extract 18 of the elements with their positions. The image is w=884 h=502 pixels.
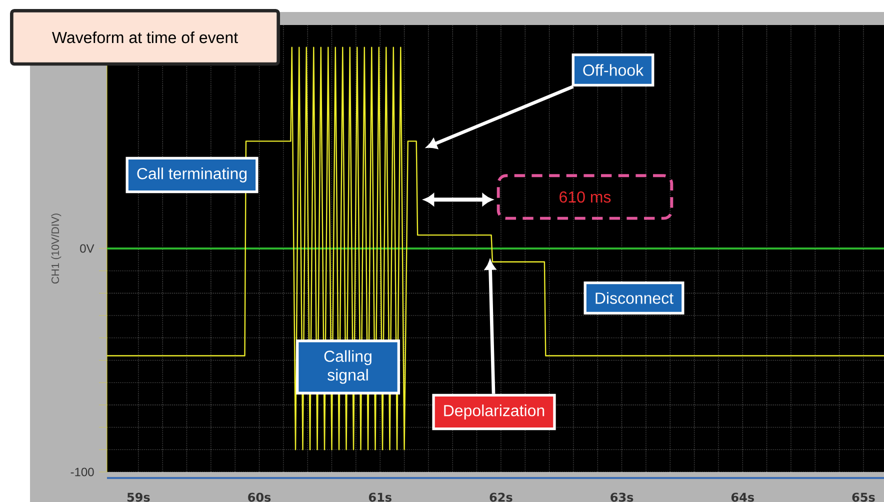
x-tick-label: 62s xyxy=(490,492,512,502)
x-tick-label: 65s xyxy=(852,492,875,502)
chart-title: Waveform at time of event xyxy=(52,31,238,44)
annotation: Call terminating xyxy=(137,168,247,182)
annotation: 610 ms xyxy=(560,191,611,203)
y-tick-label: 0V xyxy=(80,244,94,253)
y-axis-title: CH1 (10V/DIV) xyxy=(51,214,62,284)
annotation: Depolarization xyxy=(444,404,544,420)
y-tick-label: -100 xyxy=(70,468,94,476)
annotation: Disconnect xyxy=(596,292,674,304)
x-tick-label: 61s xyxy=(368,492,392,502)
annotation: Off-hook xyxy=(583,64,644,76)
x-tick-label: 63s xyxy=(610,492,634,502)
line-series xyxy=(107,46,884,450)
annotation: Calling signal xyxy=(324,350,372,384)
x-tick-label: 59s xyxy=(127,492,150,502)
x-tick-label: 64s xyxy=(731,492,754,502)
x-tick-label: 60s xyxy=(248,492,271,502)
